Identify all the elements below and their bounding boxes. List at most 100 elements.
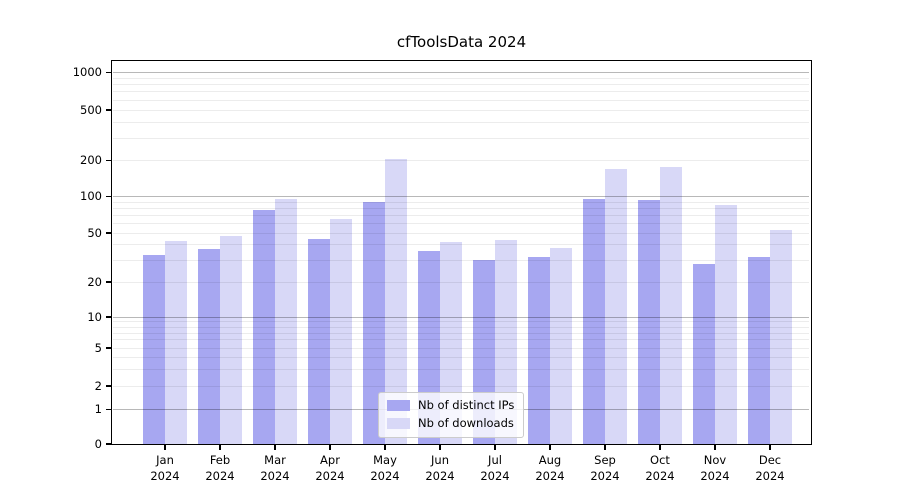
legend-row-nb-of-distinct-ips: Nb of distinct IPs bbox=[387, 398, 514, 413]
bar-nb-of-distinct-ips-dec bbox=[748, 256, 770, 444]
y-tick-mark-2 bbox=[106, 385, 112, 387]
bar-nb-of-distinct-ips-jan bbox=[143, 255, 165, 444]
gridline-major-100 bbox=[113, 196, 809, 197]
legend: Nb of distinct IPs Nb of downloads bbox=[378, 392, 525, 438]
y-tick-mark-50 bbox=[106, 232, 112, 234]
y-tick-label-100: 100 bbox=[80, 189, 102, 203]
legend-label-nb-of-downloads: Nb of downloads bbox=[418, 416, 514, 430]
bar-nb-of-distinct-ips-may bbox=[363, 202, 385, 444]
bar-nb-of-downloads-may bbox=[385, 159, 407, 444]
gridline-minor-6 bbox=[113, 339, 809, 341]
bar-nb-of-downloads-feb bbox=[220, 236, 242, 444]
x-tick-mark-jan bbox=[164, 445, 166, 450]
bar-nb-of-distinct-ips-mar bbox=[253, 209, 275, 444]
y-tick-label-20: 20 bbox=[87, 274, 102, 289]
y-tick-label-1000: 1000 bbox=[72, 65, 102, 79]
bar-nb-of-distinct-ips-aug bbox=[528, 256, 550, 444]
bar-nb-of-downloads-jan bbox=[165, 241, 187, 444]
gridline-minor-4 bbox=[113, 356, 809, 358]
gridline-minor-90 bbox=[113, 201, 809, 203]
x-tick-label-jul: Jul 2024 bbox=[480, 453, 510, 483]
bar-nb-of-downloads-sep bbox=[605, 168, 627, 444]
y-tick-mark-0 bbox=[106, 443, 112, 445]
gridline-major-10 bbox=[113, 316, 809, 318]
x-tick-mark-apr bbox=[329, 445, 331, 450]
legend-label-nb-of-distinct-ips: Nb of distinct IPs bbox=[418, 398, 515, 412]
x-tick-mark-mar bbox=[274, 445, 276, 450]
gridline-minor-400 bbox=[113, 121, 809, 123]
x-tick-mark-feb bbox=[219, 445, 221, 450]
bar-nb-of-distinct-ips-apr bbox=[308, 238, 330, 444]
x-tick-mark-may bbox=[384, 445, 386, 450]
gridline-minor-20 bbox=[113, 281, 809, 283]
gridline-minor-9 bbox=[113, 321, 809, 323]
y-tick-label-200: 200 bbox=[80, 153, 102, 167]
bar-nb-of-distinct-ips-sep bbox=[583, 198, 605, 444]
gridline-minor-3 bbox=[113, 368, 809, 370]
chart-title: cfToolsData 2024 bbox=[396, 33, 527, 51]
y-tick-mark-1 bbox=[106, 408, 112, 411]
x-tick-mark-aug bbox=[549, 445, 551, 450]
bar-nb-of-downloads-oct bbox=[660, 167, 682, 444]
gridline-minor-7 bbox=[113, 332, 809, 334]
y-tick-label-1: 1 bbox=[94, 402, 102, 416]
gridline-minor-300 bbox=[113, 137, 809, 139]
gridline-minor-60 bbox=[113, 222, 809, 224]
bar-nb-of-distinct-ips-nov bbox=[693, 264, 715, 444]
x-tick-mark-jun bbox=[439, 445, 441, 450]
y-tick-mark-1000 bbox=[106, 71, 112, 74]
gridline-minor-2 bbox=[113, 385, 809, 387]
y-tick-label-50: 50 bbox=[87, 225, 102, 240]
gridline-minor-5 bbox=[113, 347, 809, 349]
x-tick-mark-nov bbox=[714, 445, 716, 450]
gridline-major-1000 bbox=[113, 72, 809, 73]
x-tick-label-nov: Nov 2024 bbox=[700, 453, 730, 483]
bar-nb-of-downloads-dec bbox=[770, 229, 792, 444]
y-tick-mark-10 bbox=[106, 316, 112, 318]
x-tick-label-aug: Aug 2024 bbox=[535, 453, 565, 483]
bar-nb-of-downloads-apr bbox=[330, 219, 352, 444]
x-tick-label-jan: Jan 2024 bbox=[150, 453, 180, 483]
x-tick-mark-dec bbox=[769, 445, 771, 450]
x-tick-label-may: May 2024 bbox=[370, 453, 400, 483]
bar-nb-of-downloads-nov bbox=[715, 205, 737, 444]
y-tick-label-10: 10 bbox=[87, 309, 102, 324]
x-tick-label-sep: Sep 2024 bbox=[590, 453, 620, 483]
y-tick-mark-200 bbox=[106, 159, 112, 162]
x-tick-label-apr: Apr 2024 bbox=[315, 453, 345, 483]
gridline-minor-30 bbox=[113, 259, 809, 261]
legend-swatch-nb-of-downloads bbox=[387, 418, 410, 429]
y-tick-mark-5 bbox=[106, 347, 112, 349]
gridline-minor-80 bbox=[113, 207, 809, 209]
gridline-minor-50 bbox=[113, 232, 809, 234]
y-tick-mark-500 bbox=[106, 109, 112, 111]
y-tick-label-2: 2 bbox=[94, 378, 102, 393]
y-tick-label-0: 0 bbox=[94, 436, 102, 451]
x-tick-mark-sep bbox=[604, 445, 606, 450]
y-tick-mark-20 bbox=[106, 281, 112, 283]
gridline-minor-200 bbox=[113, 160, 809, 161]
y-tick-mark-100 bbox=[106, 195, 112, 198]
x-tick-label-oct: Oct 2024 bbox=[645, 453, 675, 483]
gridline-minor-700 bbox=[113, 91, 809, 93]
bar-nb-of-downloads-mar bbox=[275, 199, 297, 444]
gridline-minor-8 bbox=[113, 326, 809, 328]
x-tick-mark-oct bbox=[659, 445, 661, 450]
gridline-minor-900 bbox=[113, 77, 809, 79]
gridline-minor-800 bbox=[113, 84, 809, 86]
bar-nb-of-distinct-ips-feb bbox=[198, 249, 220, 444]
x-tick-mark-jul bbox=[494, 445, 496, 450]
x-tick-label-jun: Jun 2024 bbox=[425, 453, 455, 483]
legend-row-nb-of-downloads: Nb of downloads bbox=[387, 416, 514, 431]
x-tick-label-dec: Dec 2024 bbox=[755, 453, 785, 483]
bar-nb-of-distinct-ips-oct bbox=[638, 199, 660, 444]
gridline-minor-600 bbox=[113, 99, 809, 101]
gridline-minor-70 bbox=[113, 214, 809, 216]
legend-swatch-nb-of-distinct-ips bbox=[387, 400, 410, 411]
x-tick-label-feb: Feb 2024 bbox=[205, 453, 235, 483]
y-tick-label-5: 5 bbox=[94, 340, 102, 355]
bar-nb-of-downloads-aug bbox=[550, 247, 572, 444]
x-tick-label-mar: Mar 2024 bbox=[260, 453, 290, 483]
gridline-minor-500 bbox=[113, 109, 809, 111]
